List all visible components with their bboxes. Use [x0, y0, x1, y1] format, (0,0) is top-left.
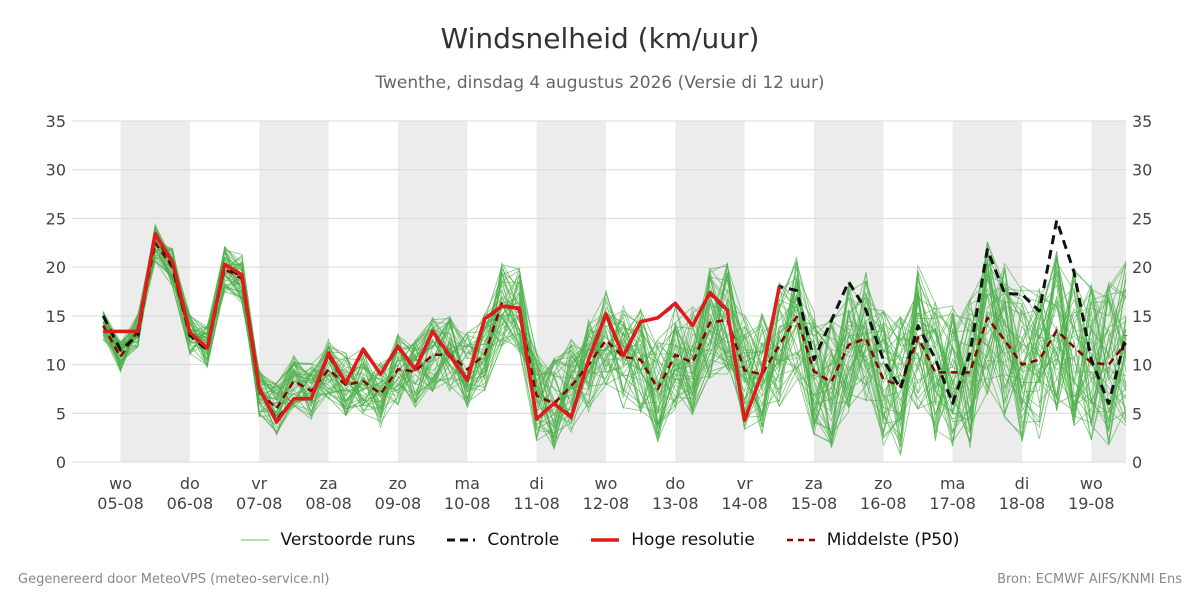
x-tick-day-6: di: [529, 474, 544, 493]
ensemble-member-line: [102, 249, 1127, 445]
x-tick-day-2: vr: [251, 474, 267, 493]
x-tick-date-11: 16-08: [860, 494, 907, 513]
series-line-hoge-resolutie: [103, 232, 782, 424]
day-band-2: [397, 121, 468, 462]
x-tick-date-1: 06-08: [167, 494, 214, 513]
x-tick-day-8: do: [665, 474, 685, 493]
ensemble-member-line: [102, 229, 1127, 425]
legend-swatch-high-res: [591, 538, 620, 542]
y-tick-left-0: 0: [56, 453, 66, 472]
y-tick-left-10: 10: [46, 356, 66, 375]
y-tick-right-15: 15: [1132, 307, 1152, 326]
ensemble-member-line: [102, 245, 1127, 424]
ensemble-member-line: [102, 242, 1127, 441]
y-tick-left-5: 5: [56, 404, 66, 423]
x-tick-date-10: 15-08: [791, 494, 838, 513]
ensemble-member-line: [102, 242, 1127, 443]
chart-title: Windsnelheid (km/uur): [440, 22, 760, 55]
footer-generator: Gegenereerd door MeteoVPS (meteo-service…: [18, 572, 330, 587]
x-tick-day-5: ma: [455, 474, 480, 493]
footer-source: Bron: ECMWF AIFS/KNMI Ens: [997, 572, 1182, 587]
legend-label-high-res: Hoge resolutie: [631, 530, 755, 550]
x-tick-day-0: wo: [109, 474, 132, 493]
x-tick-day-14: wo: [1080, 474, 1103, 493]
ensemble-member-line: [102, 246, 1127, 445]
legend-swatch-median: [786, 538, 815, 542]
y-tick-left-35: 35: [46, 112, 66, 131]
x-tick-date-9: 14-08: [721, 494, 768, 513]
legend-item-high-res: Hoge resolutie: [591, 530, 755, 550]
y-tick-left-20: 20: [46, 258, 66, 277]
x-tick-date-2: 07-08: [236, 494, 283, 513]
legend-label-median: Middelste (P50): [826, 530, 960, 550]
y-tick-right-20: 20: [1132, 258, 1152, 277]
x-tick-date-4: 09-08: [375, 494, 422, 513]
y-tick-right-10: 10: [1132, 356, 1152, 375]
legend-item-median: Middelste (P50): [786, 530, 960, 550]
x-tick-day-10: za: [805, 474, 823, 493]
legend-item-control: Controle: [447, 530, 559, 550]
chart-legend: Verstoorde runs Controle Hoge resolutie …: [0, 530, 1200, 550]
x-tick-date-0: 05-08: [97, 494, 144, 513]
legend-swatch-perturbed: [240, 539, 269, 541]
x-tick-date-8: 13-08: [652, 494, 699, 513]
x-tick-day-4: zo: [389, 474, 407, 493]
x-tick-day-9: vr: [737, 474, 753, 493]
y-tick-left-30: 30: [46, 161, 66, 180]
y-tick-right-5: 5: [1132, 404, 1142, 423]
x-tick-date-5: 10-08: [444, 494, 491, 513]
y-tick-left-25: 25: [46, 209, 66, 228]
x-tick-date-6: 11-08: [513, 494, 560, 513]
legend-label-control: Controle: [487, 530, 560, 550]
y-tick-left-15: 15: [46, 307, 66, 326]
x-tick-day-1: do: [180, 474, 200, 493]
y-tick-right-30: 30: [1132, 161, 1152, 180]
day-band-6: [952, 121, 1022, 462]
x-tick-day-7: wo: [594, 474, 617, 493]
legend-swatch-control: [447, 538, 476, 542]
x-tick-date-7: 12-08: [583, 494, 630, 513]
legend-label-perturbed: Verstoorde runs: [280, 530, 416, 550]
x-tick-date-13: 18-08: [999, 494, 1046, 513]
y-tick-right-0: 0: [1132, 453, 1142, 472]
y-tick-right-35: 35: [1132, 112, 1152, 131]
x-tick-day-13: di: [1015, 474, 1030, 493]
x-tick-date-3: 08-08: [305, 494, 352, 513]
ensemble-member-line: [102, 246, 1127, 442]
x-tick-day-12: ma: [940, 474, 965, 493]
x-tick-date-12: 17-08: [929, 494, 976, 513]
chart-subtitle: Twenthe, dinsdag 4 augustus 2026 (Versie…: [375, 73, 825, 93]
x-tick-day-3: za: [319, 474, 337, 493]
y-tick-right-25: 25: [1132, 209, 1152, 228]
x-tick-date-14: 19-08: [1068, 494, 1115, 513]
legend-item-perturbed: Verstoorde runs: [240, 530, 416, 550]
ensemble-member-line: [102, 240, 1127, 448]
ensemble-member-line: [102, 240, 1127, 446]
x-tick-day-11: zo: [874, 474, 892, 493]
series-line-middelste-p50-: [102, 241, 1127, 410]
